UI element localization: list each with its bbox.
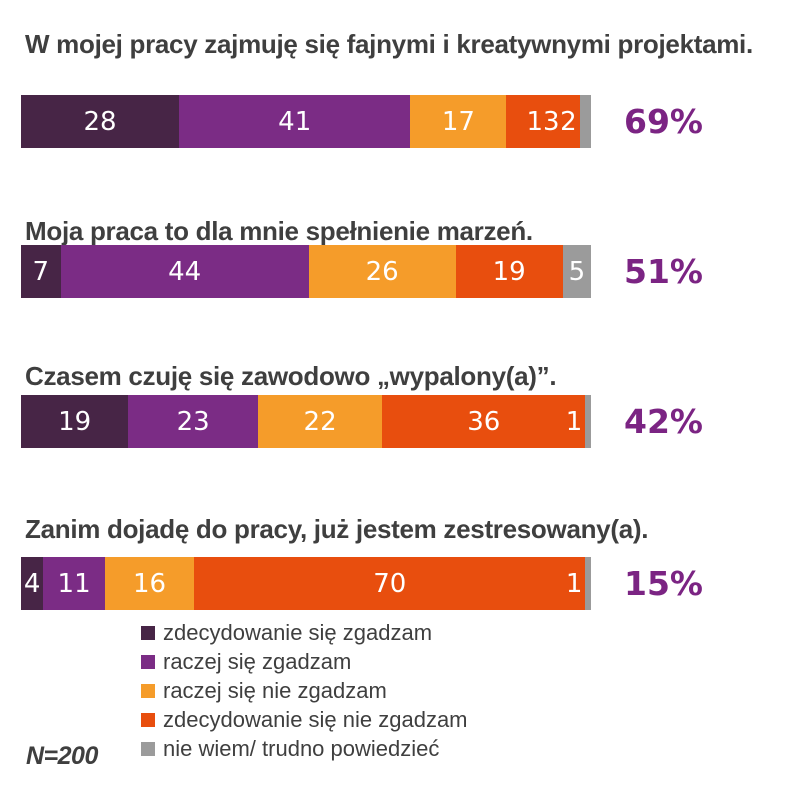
bar-segment: 36 bbox=[382, 395, 586, 448]
agree-total-percentage: 51% bbox=[624, 252, 703, 291]
legend-item: raczej się nie zgadzam bbox=[141, 676, 468, 705]
bar-segment: 4 bbox=[21, 557, 44, 610]
legend-swatch-icon bbox=[141, 625, 155, 640]
bar-segment: 23 bbox=[128, 395, 259, 448]
segment-value-label: 41 bbox=[278, 106, 312, 137]
legend-swatch-icon bbox=[141, 683, 155, 698]
legend-item: nie wiem/ trudno powiedzieć bbox=[141, 734, 468, 763]
legend-label: raczej się zgadzam bbox=[163, 648, 352, 674]
bar-segment: 70 bbox=[194, 557, 586, 610]
segment-value-label: 16 bbox=[132, 568, 167, 599]
segment-value-label: 13 bbox=[526, 106, 560, 137]
legend-label: zdecydowanie się nie zgadzam bbox=[163, 706, 468, 732]
legend-swatch-icon bbox=[141, 654, 155, 669]
bar-segment: 1 bbox=[566, 557, 591, 610]
bar-row: 28 41 17 13 2 69% bbox=[21, 95, 703, 148]
question-title: Czasem czuję się zawodowo „wypalony(a)”. bbox=[25, 360, 557, 391]
legend-label: zdecydowanie się zgadzam bbox=[163, 619, 433, 645]
legend-item: raczej się zgadzam bbox=[141, 647, 468, 676]
bar-segment: 19 bbox=[455, 245, 563, 298]
agree-total-percentage: 42% bbox=[624, 402, 703, 441]
legend-swatch-icon bbox=[141, 712, 155, 727]
segment-value-label: 4 bbox=[23, 568, 41, 599]
bar-row: 7 44 26 19 5 51% bbox=[21, 245, 703, 298]
stacked-bar: 28 41 17 13 2 bbox=[21, 95, 591, 148]
segment-value-label: 19 bbox=[492, 256, 526, 287]
segment-value-label: 7 bbox=[32, 256, 50, 287]
segment-value-label: 36 bbox=[467, 406, 501, 437]
question-title: Moja praca to dla mnie spełnienie marzeń… bbox=[25, 215, 533, 246]
bar-segment: 26 bbox=[308, 245, 456, 298]
agree-total-percentage: 15% bbox=[624, 564, 703, 603]
bar-segment: 41 bbox=[179, 95, 411, 148]
legend-swatch-icon bbox=[141, 741, 155, 756]
segment-value-label: 44 bbox=[168, 256, 202, 287]
segment-value-label: 23 bbox=[176, 406, 210, 437]
question-title: Zanim dojadę do pracy, już jestem zestre… bbox=[25, 513, 649, 544]
bar-segment: 5 bbox=[562, 245, 591, 298]
bar-segment: 11 bbox=[43, 557, 105, 610]
legend-item: zdecydowanie się zgadzam bbox=[141, 618, 468, 647]
bar-row: 19 23 22 36 1 42% bbox=[21, 395, 703, 448]
legend-label: nie wiem/ trudno powiedzieć bbox=[163, 735, 440, 761]
segment-value-label: 26 bbox=[365, 256, 399, 287]
bar-segment: 44 bbox=[60, 245, 309, 298]
bar-segment: 19 bbox=[21, 395, 129, 448]
bar-row: 4 11 16 70 1 15% bbox=[21, 557, 703, 610]
bar-segment: 7 bbox=[21, 245, 61, 298]
segment-value-label: 28 bbox=[83, 106, 117, 137]
stacked-bar: 4 11 16 70 1 bbox=[21, 557, 591, 610]
legend-label: raczej się nie zgadzam bbox=[163, 677, 387, 703]
segment-value-label: 19 bbox=[58, 406, 92, 437]
segment-value-label: 1 bbox=[565, 406, 583, 437]
agree-total-percentage: 69% bbox=[624, 102, 703, 141]
legend-item: zdecydowanie się nie zgadzam bbox=[141, 705, 468, 734]
stacked-bar: 7 44 26 19 5 bbox=[21, 245, 591, 298]
bar-segment: 13 bbox=[506, 95, 580, 148]
bar-segment: 2 bbox=[560, 95, 591, 148]
question-title: W mojej pracy zajmuję się fajnymi i krea… bbox=[25, 28, 753, 59]
bar-segment: 28 bbox=[21, 95, 180, 148]
sample-size-note: N=200 bbox=[26, 742, 98, 770]
bar-segment: 17 bbox=[410, 95, 507, 148]
stacked-bar: 19 23 22 36 1 bbox=[21, 395, 591, 448]
legend: zdecydowanie się zgadzam raczej się zgadz… bbox=[141, 618, 468, 763]
bar-segment: 1 bbox=[566, 395, 591, 448]
segment-value-label: 2 bbox=[560, 106, 577, 137]
bar-segment: 16 bbox=[104, 557, 195, 610]
segment-value-label: 17 bbox=[441, 106, 475, 137]
bar-segment: 22 bbox=[258, 395, 383, 448]
segment-value-label: 22 bbox=[303, 406, 337, 437]
segment-value-label: 11 bbox=[57, 568, 91, 599]
segment-value-label: 1 bbox=[565, 568, 583, 599]
segment-value-label: 70 bbox=[373, 568, 407, 599]
segment-value-label: 5 bbox=[568, 256, 586, 287]
